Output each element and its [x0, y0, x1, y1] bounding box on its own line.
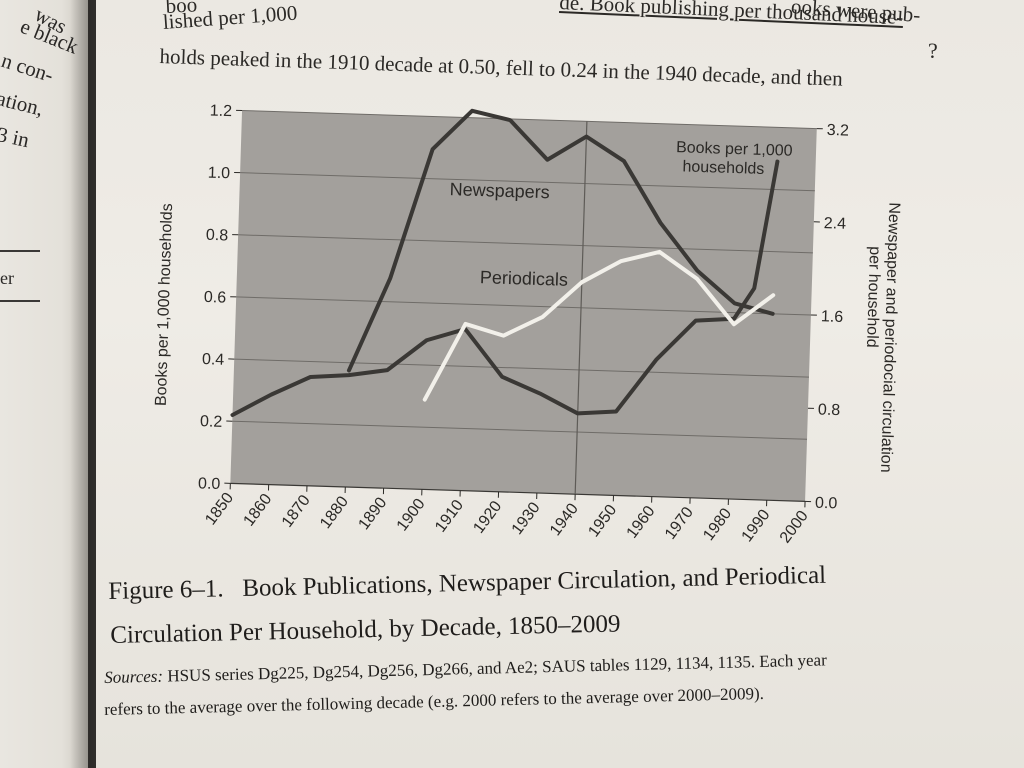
- grid-line: [240, 172, 815, 192]
- right-axis-tick-label: 0.8: [818, 402, 841, 420]
- left-page-rule: [0, 300, 40, 302]
- grid-lines: [230, 110, 817, 503]
- left-page-text: n con-: [0, 48, 57, 88]
- x-axis-line: [230, 482, 806, 503]
- sources-label: Sources:: [104, 666, 164, 687]
- right-axis-tick-label: 3.2: [826, 122, 849, 140]
- left-axis-tick-label: 0.4: [202, 351, 225, 369]
- x-axis-tick-label: 1860: [240, 491, 275, 530]
- right-axis-tick-label: 0.0: [815, 495, 838, 513]
- series-label-periodicals: Periodicals: [480, 267, 569, 290]
- figure-label: Figure 6–1.: [108, 575, 224, 605]
- x-axis-tick-label: 1880: [317, 493, 352, 532]
- grid-line: [234, 358, 809, 378]
- x-axis-tick-label: 1970: [662, 504, 697, 543]
- plot-divider-line: [574, 121, 588, 495]
- x-axis-tick-label: 1850: [202, 490, 237, 529]
- left-page-rule: [0, 250, 40, 252]
- left-page-text: er: [0, 268, 14, 288]
- x-axis-tick-label: 1890: [355, 494, 390, 533]
- right-axis-ticks: 0.0 0.8 1.6 2.4 3.2: [805, 122, 849, 513]
- series-line-books-per-1-000-households: [230, 159, 780, 417]
- series-label-books: Books per 1,000: [676, 139, 793, 160]
- x-axis-tick-label: 1980: [700, 505, 735, 544]
- series-label-newspapers: Newspapers: [449, 179, 550, 202]
- left-page: was e black n con- ation, 3 in er: [0, 0, 88, 768]
- right-axis-tick-label: 1.6: [821, 308, 844, 326]
- left-axis-tick-label: 0.0: [198, 475, 221, 493]
- left-page-text: ation,: [0, 86, 46, 121]
- left-axis-tick-label: 1.2: [210, 103, 233, 121]
- line-chart: 0.0 0.2 0.4 0.6 0.8 1.0 1.2 0.0 0.8 1.6 2.4 3.2 18…: [153, 103, 903, 547]
- grid-line: [236, 296, 811, 316]
- right-axis-label: per household: [863, 246, 883, 348]
- right-axis-tick-label: 2.4: [824, 215, 847, 233]
- series-label-books: households: [682, 158, 764, 178]
- x-axis-tick-label: 2000: [777, 508, 812, 547]
- x-axis-tick-label: 1910: [432, 497, 467, 536]
- grid-line: [242, 110, 817, 130]
- x-axis-tick-label: 1920: [470, 498, 505, 537]
- left-axis-tick-label: 0.8: [206, 227, 229, 245]
- x-axis-tick-label: 1950: [585, 502, 620, 541]
- grid-line: [238, 234, 813, 254]
- series-line-periodicals: [422, 249, 776, 402]
- series-line-newspapers: [346, 108, 775, 373]
- x-axis-tick-label: 1930: [509, 499, 544, 538]
- handwritten-question-mark: ?: [928, 38, 938, 63]
- x-axis-tick-label: 1960: [624, 503, 659, 542]
- chart-container: 0.0 0.2 0.4 0.6 0.8 1.0 1.2 0.0 0.8 1.6 2.4 3.2 18…: [133, 98, 947, 583]
- series-lines: [230, 108, 780, 417]
- left-axis-label: Books per 1,000 households: [153, 203, 176, 406]
- left-axis-tick-label: 0.2: [200, 413, 223, 431]
- grid-line: [232, 420, 808, 440]
- left-page-text: 3 in: [0, 122, 32, 153]
- x-axis-tick-label: 1900: [394, 496, 429, 535]
- x-axis-tick-label: 1870: [279, 492, 314, 531]
- left-axis-ticks: 0.0 0.2 0.4 0.6 0.8 1.0 1.2: [198, 103, 243, 493]
- x-axis-tick-label: 1940: [547, 500, 582, 539]
- x-axis-tick-label: 1990: [739, 506, 774, 545]
- left-axis-tick-label: 0.6: [204, 289, 227, 307]
- left-axis-tick-label: 1.0: [208, 165, 231, 183]
